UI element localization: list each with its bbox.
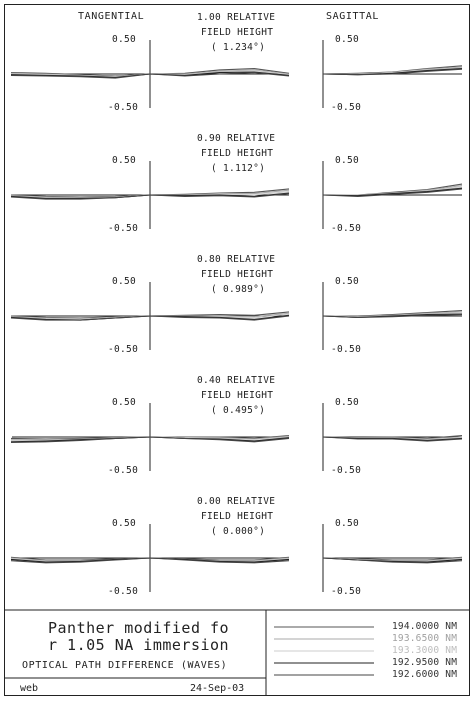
date-label: 24-Sep-03 xyxy=(190,683,245,694)
sagittal-curve xyxy=(322,188,463,197)
field-height-label: FIELD HEIGHT xyxy=(201,269,274,280)
chart-subtitle: OPTICAL PATH DIFFERENCE (WAVES) xyxy=(22,660,228,671)
y-axis-top-label: 0.50 xyxy=(335,276,360,287)
y-axis-top-label: 0.50 xyxy=(112,518,137,529)
y-axis-bottom-label: -0.50 xyxy=(108,102,139,113)
y-axis-top-label: 0.50 xyxy=(335,397,360,408)
wavelength-label: 194.0000 NM xyxy=(392,621,458,632)
tangential-curve xyxy=(10,436,290,443)
tangential-curve xyxy=(10,557,290,564)
field-height-label: FIELD HEIGHT xyxy=(201,390,274,401)
field-height-label: FIELD HEIGHT xyxy=(201,27,274,38)
y-axis-bottom-label: -0.50 xyxy=(331,223,362,234)
y-axis-top-label: 0.50 xyxy=(112,276,137,287)
y-axis-bottom-label: -0.50 xyxy=(331,102,362,113)
author-note: web xyxy=(20,683,39,694)
field-angle-label: ( 0.989°) xyxy=(211,284,266,295)
y-axis-bottom-label: -0.50 xyxy=(331,586,362,597)
field-relative-label: 0.90 RELATIVE xyxy=(197,133,276,144)
y-axis-bottom-label: -0.50 xyxy=(331,344,362,355)
tangential-curve xyxy=(10,193,290,200)
sagittal-curve xyxy=(322,314,463,318)
field-height-label: FIELD HEIGHT xyxy=(201,511,274,522)
sagittal-curve xyxy=(322,436,463,442)
lens-title: Panther modified fo r 1.05 NA immersion xyxy=(48,619,230,654)
field-relative-label: 1.00 RELATIVE xyxy=(197,12,276,23)
field-relative-label: 0.40 RELATIVE xyxy=(197,375,276,386)
sagittal-curve xyxy=(322,557,463,564)
y-axis-bottom-label: -0.50 xyxy=(331,465,362,476)
y-axis-bottom-label: -0.50 xyxy=(108,344,139,355)
y-axis-bottom-label: -0.50 xyxy=(108,223,139,234)
field-relative-label: 0.80 RELATIVE xyxy=(197,254,276,265)
field-relative-label: 0.00 RELATIVE xyxy=(197,496,276,507)
field-angle-label: ( 1.234°) xyxy=(211,42,266,53)
tangential-curve xyxy=(10,72,290,79)
y-axis-bottom-label: -0.50 xyxy=(108,465,139,476)
wavelength-label: 193.6500 NM xyxy=(392,633,458,644)
tangential-curve xyxy=(10,315,290,321)
wavelength-label: 192.6000 NM xyxy=(392,669,458,680)
y-axis-top-label: 0.50 xyxy=(335,518,360,529)
field-height-label: FIELD HEIGHT xyxy=(201,148,274,159)
y-axis-top-label: 0.50 xyxy=(335,34,360,45)
y-axis-top-label: 0.50 xyxy=(112,34,137,45)
plot-frame xyxy=(4,4,470,696)
field-angle-label: ( 1.112°) xyxy=(211,163,266,174)
y-axis-top-label: 0.50 xyxy=(112,397,137,408)
tangential-header: TANGENTIAL xyxy=(78,11,145,22)
wavelength-label: 193.3000 NM xyxy=(392,645,458,656)
wavelength-label: 192.9500 NM xyxy=(392,657,458,668)
y-axis-top-label: 0.50 xyxy=(335,155,360,166)
field-angle-label: ( 0.495°) xyxy=(211,405,266,416)
y-axis-top-label: 0.50 xyxy=(112,155,137,166)
sagittal-header: SAGITTAL xyxy=(326,11,379,22)
sagittal-curve xyxy=(322,68,463,76)
y-axis-bottom-label: -0.50 xyxy=(108,586,139,597)
field-angle-label: ( 0.000°) xyxy=(211,526,266,537)
